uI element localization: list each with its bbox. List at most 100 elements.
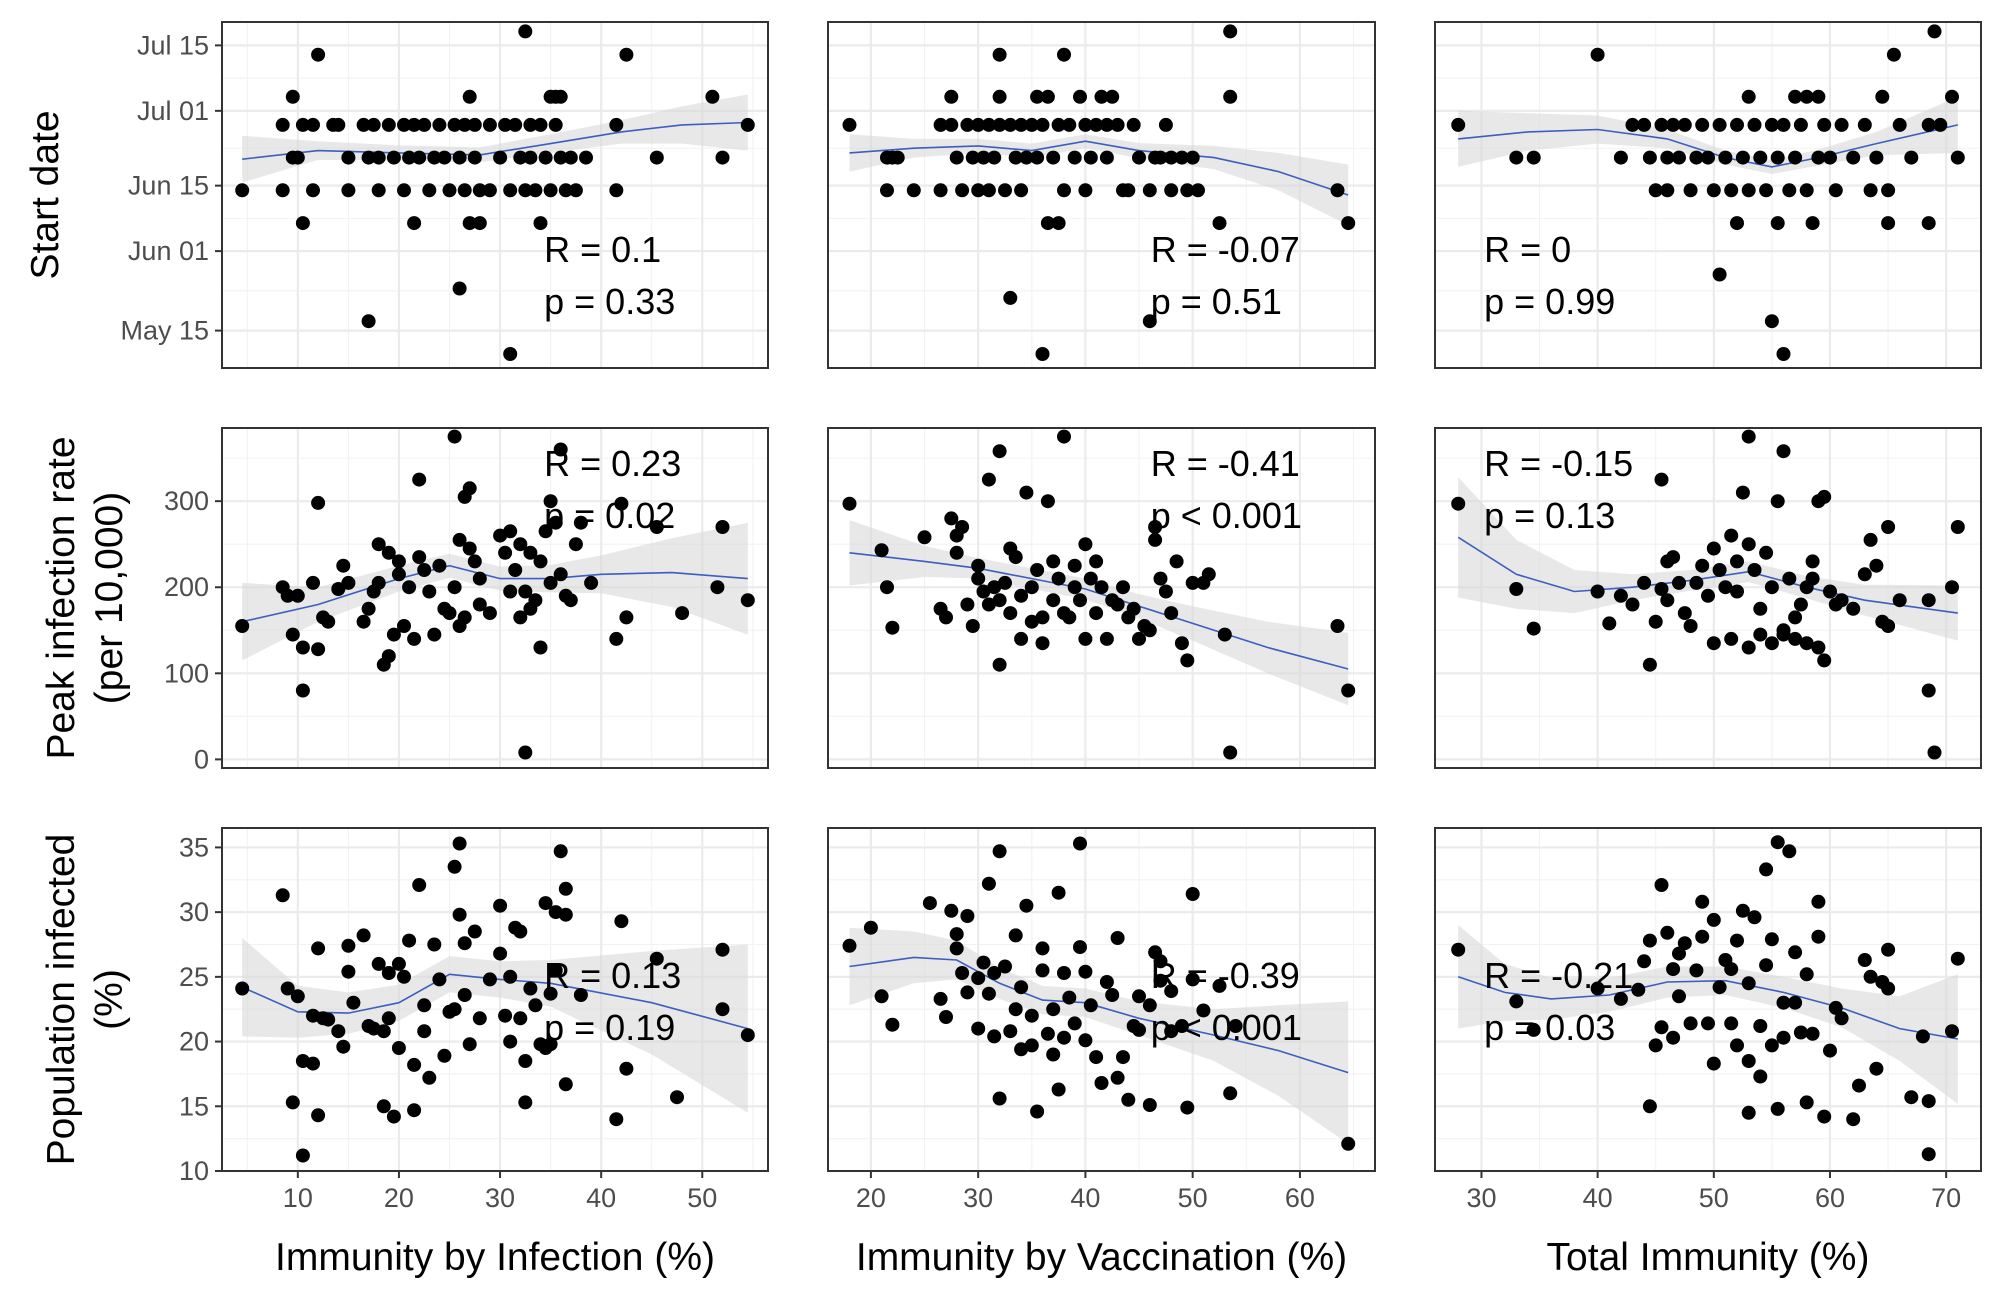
data-point (998, 183, 1012, 198)
data-point (981, 117, 996, 132)
data-point (1185, 972, 1200, 987)
data-point (955, 183, 970, 198)
data-point (1223, 745, 1238, 760)
x-tick-label: 30 (1466, 1183, 1496, 1213)
data-point (1637, 575, 1652, 590)
data-point (1706, 1056, 1721, 1071)
data-point (1035, 610, 1050, 625)
data-point (275, 117, 290, 132)
data-point (1701, 1016, 1715, 1031)
data-point (1024, 1038, 1039, 1053)
data-point (1105, 89, 1120, 104)
data-point (361, 150, 376, 165)
data-point (1014, 980, 1029, 995)
data-point (1642, 933, 1657, 948)
data-point (523, 150, 538, 165)
data-point (457, 183, 472, 198)
data-point (295, 640, 310, 655)
data-point (1759, 183, 1774, 198)
x-tick-label: 30 (963, 1183, 993, 1213)
data-point (1164, 150, 1179, 165)
data-point (1062, 610, 1077, 625)
data-point (1886, 47, 1901, 62)
data-point (442, 606, 457, 621)
data-point (1099, 631, 1114, 646)
data-point (1451, 496, 1466, 511)
data-point (944, 117, 959, 132)
y-tick-label: Jul 15 (137, 30, 209, 60)
data-point (976, 955, 991, 970)
data-point (402, 150, 417, 165)
data-point (1834, 1011, 1849, 1026)
data-point (649, 951, 664, 966)
data-point (467, 117, 482, 132)
data-point (1062, 990, 1077, 1005)
data-point (1869, 150, 1884, 165)
data-point (543, 494, 558, 509)
data-point (1817, 489, 1832, 504)
data-point (341, 575, 356, 590)
data-point (1881, 520, 1896, 534)
y-tick-label: 30 (179, 897, 209, 927)
data-point (906, 183, 921, 198)
data-point (885, 620, 900, 635)
data-point (417, 117, 432, 132)
data-point (1008, 928, 1023, 943)
data-point (1677, 936, 1692, 951)
x-tick-label: 20 (384, 1183, 414, 1213)
data-point (1067, 558, 1082, 573)
data-point (1094, 89, 1109, 104)
data-point (1921, 593, 1936, 608)
data-point (371, 956, 386, 971)
data-point (508, 563, 523, 577)
panel-data-start-vac: R = -0.07 p = 0.51 (842, 24, 1356, 361)
data-point (1869, 1061, 1884, 1076)
data-point (235, 183, 250, 198)
y-tick-label: May 15 (120, 316, 209, 346)
data-point (1024, 614, 1039, 629)
data-point (1078, 1033, 1093, 1048)
data-point (981, 597, 996, 612)
data-point (1730, 216, 1744, 231)
data-point (336, 558, 351, 573)
data-point (1759, 958, 1774, 973)
data-point (412, 878, 427, 892)
data-point (1846, 601, 1861, 616)
data-point (1753, 627, 1768, 642)
data-point (290, 150, 305, 165)
data-point (1003, 290, 1018, 305)
data-point (880, 580, 894, 595)
data-point (1153, 954, 1168, 969)
data-point (472, 216, 487, 231)
data-point (311, 47, 326, 62)
data-point (1764, 117, 1779, 132)
data-point (874, 543, 889, 558)
data-point (1153, 571, 1168, 586)
data-point (649, 520, 664, 534)
data-point (331, 582, 346, 596)
data-point (1660, 593, 1675, 608)
data-point (538, 150, 553, 165)
data-point (1817, 117, 1832, 132)
data-point (1169, 554, 1184, 569)
data-point (482, 183, 497, 198)
data-point (619, 610, 634, 625)
data-point (992, 89, 1007, 104)
data-point (1846, 150, 1861, 165)
data-point (472, 183, 487, 198)
data-point (467, 554, 482, 569)
data-point (981, 876, 996, 891)
data-point (1695, 117, 1710, 132)
data-point (311, 941, 326, 956)
data-point (447, 117, 462, 132)
data-point (1741, 640, 1756, 655)
stat-p-label: p = 0.02 (544, 495, 675, 536)
data-point (1770, 216, 1785, 231)
data-point (1875, 89, 1890, 104)
data-point (306, 1056, 320, 1071)
data-point (1089, 1050, 1104, 1065)
data-point (1701, 588, 1715, 603)
data-point (1164, 183, 1179, 198)
data-point (1666, 962, 1681, 977)
